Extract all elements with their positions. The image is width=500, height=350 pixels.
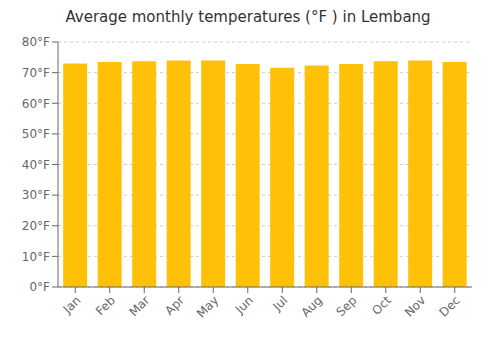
svg-text:80°F: 80°F (22, 35, 50, 49)
svg-text:Feb: Feb (93, 293, 118, 318)
svg-text:50°F: 50°F (22, 127, 50, 141)
svg-text:Jun: Jun (232, 293, 256, 317)
svg-text:40°F: 40°F (22, 158, 50, 172)
svg-text:0°F: 0°F (29, 280, 50, 294)
svg-text:Nov: Nov (402, 293, 428, 319)
svg-text:Jan: Jan (60, 293, 84, 317)
svg-text:Jul: Jul (270, 293, 291, 314)
svg-text:30°F: 30°F (22, 188, 50, 202)
svg-text:Sep: Sep (333, 293, 359, 319)
svg-text:20°F: 20°F (22, 219, 50, 233)
svg-text:Aug: Aug (298, 293, 324, 319)
svg-text:Oct: Oct (369, 293, 394, 318)
svg-text:70°F: 70°F (22, 66, 50, 80)
html-text:Average monthly temperatures (: Average monthly temperatures (°F ) in Le… (65, 8, 431, 26)
svg-text:May: May (194, 293, 221, 320)
svg-text:60°F: 60°F (22, 97, 50, 111)
svg-text:Apr: Apr (162, 293, 187, 318)
svg-text:Dec: Dec (437, 293, 463, 319)
svg-text:10°F: 10°F (22, 250, 50, 264)
svg-text:Mar: Mar (126, 293, 152, 319)
